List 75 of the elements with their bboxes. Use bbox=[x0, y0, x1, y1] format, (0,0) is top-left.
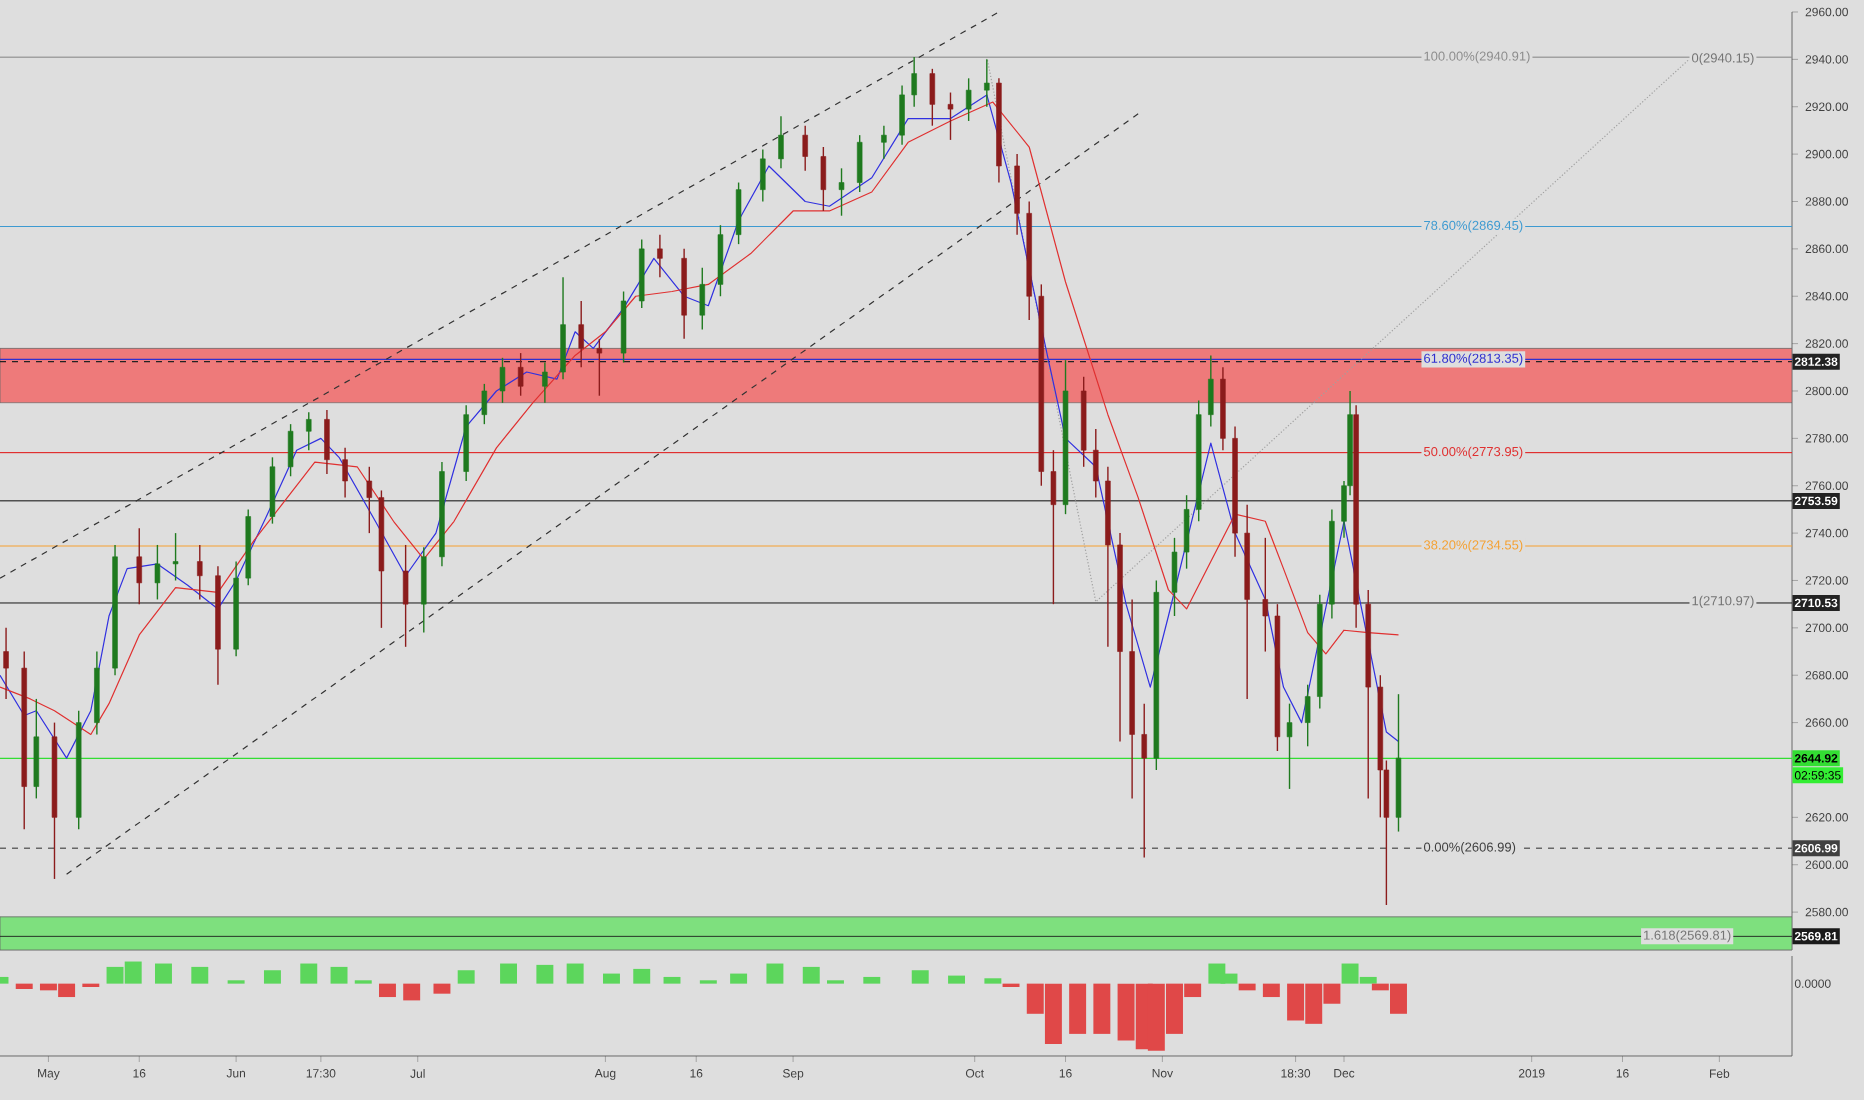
candlestick bbox=[965, 77, 972, 122]
bar bbox=[863, 976, 881, 984]
bar bbox=[457, 970, 475, 984]
candlestick bbox=[1062, 359, 1069, 515]
candlestick bbox=[639, 238, 645, 309]
candlestick bbox=[820, 146, 827, 212]
candlestick bbox=[1195, 399, 1202, 522]
candlestick bbox=[717, 224, 724, 297]
bar bbox=[433, 983, 451, 994]
bar bbox=[191, 966, 209, 984]
candlestick bbox=[287, 423, 294, 477]
bar bbox=[948, 975, 966, 984]
candlestick bbox=[1183, 494, 1190, 570]
bar bbox=[1069, 983, 1087, 1034]
bar bbox=[766, 963, 784, 984]
bar bbox=[984, 978, 1002, 984]
candlestick bbox=[838, 167, 845, 217]
candlestick bbox=[1141, 702, 1147, 859]
bar bbox=[330, 966, 348, 984]
candlestick bbox=[1262, 537, 1269, 653]
candlestick bbox=[269, 456, 276, 525]
bar bbox=[378, 983, 396, 998]
bar bbox=[500, 963, 518, 984]
candlestick bbox=[1080, 376, 1087, 468]
candlestick bbox=[481, 383, 488, 425]
bar bbox=[300, 963, 318, 984]
candlestick bbox=[75, 710, 82, 830]
bar bbox=[602, 973, 620, 984]
candlestick bbox=[929, 68, 936, 127]
bar bbox=[536, 964, 554, 984]
candlestick bbox=[154, 544, 161, 601]
bar bbox=[1093, 983, 1111, 1034]
candlestick bbox=[21, 650, 27, 830]
candlestick bbox=[33, 698, 40, 800]
candlestick bbox=[421, 546, 427, 634]
bar bbox=[1262, 983, 1280, 998]
candlestick bbox=[856, 134, 863, 193]
candlestick bbox=[1153, 579, 1160, 771]
bar bbox=[633, 968, 651, 984]
bar bbox=[911, 970, 929, 984]
bar bbox=[403, 983, 421, 1001]
candlestick bbox=[136, 527, 142, 605]
candlestick bbox=[699, 267, 705, 331]
candlestick bbox=[1274, 603, 1281, 752]
candlestick bbox=[1304, 684, 1311, 747]
candlestick bbox=[1365, 589, 1371, 800]
candlestick bbox=[1286, 702, 1293, 790]
candlestick bbox=[1317, 593, 1323, 710]
candlestick bbox=[1171, 537, 1178, 617]
candlestick bbox=[378, 489, 385, 629]
candlestick bbox=[366, 466, 373, 534]
candlestick bbox=[596, 338, 603, 397]
candlestick bbox=[1093, 428, 1099, 499]
candlestick bbox=[1050, 449, 1057, 605]
bar bbox=[154, 963, 172, 984]
bar bbox=[566, 963, 584, 984]
candlestick bbox=[499, 357, 506, 404]
candlestick bbox=[51, 721, 58, 880]
candlestick bbox=[402, 544, 409, 648]
candlestick bbox=[306, 411, 312, 451]
candlestick bbox=[197, 544, 203, 601]
bar bbox=[15, 983, 33, 989]
candlestick bbox=[245, 508, 251, 586]
candlestick bbox=[172, 532, 179, 582]
candlestick bbox=[947, 91, 954, 141]
bar bbox=[802, 966, 820, 984]
candlestick bbox=[1026, 200, 1032, 321]
bar bbox=[263, 970, 281, 984]
candlestick bbox=[620, 290, 627, 364]
candlestick bbox=[517, 352, 524, 397]
bar bbox=[730, 973, 748, 984]
bar bbox=[663, 976, 681, 984]
candlestick bbox=[1395, 693, 1402, 833]
candlestick bbox=[1038, 283, 1045, 487]
candlestick bbox=[735, 181, 742, 245]
